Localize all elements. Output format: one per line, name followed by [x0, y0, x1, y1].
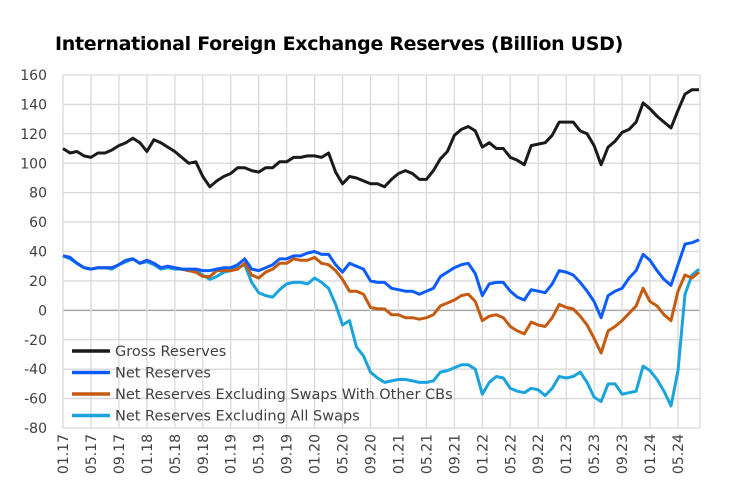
x-tick-label: 05.21	[419, 434, 435, 474]
chart-title: International Foreign Exchange Reserves …	[55, 33, 624, 55]
x-tick-label: 09.19	[280, 434, 296, 474]
series-lines	[62, 88, 700, 408]
y-tick-label: 80	[29, 186, 47, 202]
x-tick-label: 01.23	[559, 434, 575, 474]
y-axis-tick-labels: 160 140 120 100 80 60 40 20 0 -20 -40 -60 -80	[20, 68, 47, 437]
y-tick-label: 20	[29, 274, 47, 290]
x-tick-label: 09.23	[615, 434, 631, 474]
y-tick-label: -60	[24, 392, 47, 408]
x-tick-label: 01.17	[56, 434, 72, 474]
legend-item: Net Reserves	[72, 366, 211, 382]
legend-label: Gross Reserves	[115, 344, 226, 360]
legend-item: Net Reserves Excluding Swaps With Other …	[72, 387, 453, 403]
legend-label: Net Reserves Excluding All Swaps	[115, 409, 360, 425]
legend-label: Net Reserves Excluding Swaps With Other …	[115, 387, 453, 403]
legend: Gross Reserves Net Reserves Net Reserves E…	[72, 344, 453, 425]
x-tick-label: 09.21	[447, 434, 463, 474]
x-tick-label: 05.23	[587, 434, 603, 474]
x-tick-label: 05.17	[84, 434, 100, 474]
y-tick-label: 100	[20, 156, 47, 172]
x-tick-label: 01.22	[475, 434, 491, 474]
legend-item: Net Reserves Excluding All Swaps	[72, 409, 360, 425]
series-line-2	[62, 254, 700, 355]
x-tick-label: 05.24	[671, 434, 687, 474]
y-tick-label: 160	[20, 68, 47, 84]
x-tick-label: 05.20	[336, 434, 352, 474]
y-tick-label: 40	[29, 245, 47, 261]
x-tick-label: 01.24	[643, 434, 659, 474]
x-tick-label: 09.18	[196, 434, 212, 474]
x-tick-label: 09.17	[112, 434, 128, 474]
y-tick-label: -80	[24, 421, 47, 437]
x-tick-label: 01.21	[391, 434, 407, 474]
x-axis-tick-labels: 01.17 05.17 09.17 01.18 05.18 09.18 01.19 05.19…	[56, 434, 687, 474]
series-line-1	[62, 238, 700, 320]
y-tick-label: -40	[24, 362, 47, 378]
series-line-0	[62, 88, 699, 189]
x-tick-label: 05.18	[168, 434, 184, 474]
y-tick-label: 0	[38, 303, 47, 319]
y-tick-label: 120	[20, 127, 47, 143]
series-line-3	[62, 254, 700, 408]
x-tick-label: 01.19	[224, 434, 240, 474]
y-tick-label: -20	[24, 333, 47, 349]
x-tick-label: 01.18	[140, 434, 156, 474]
legend-item: Gross Reserves	[72, 344, 226, 360]
y-tick-label: 60	[29, 215, 47, 231]
x-tick-label: 09.20	[364, 434, 380, 474]
x-tick-label: 05.22	[503, 434, 519, 474]
x-tick-label: 05.19	[252, 434, 268, 474]
x-tick-label: 01.20	[308, 434, 324, 474]
x-tick-label: 09.22	[531, 434, 547, 474]
y-tick-label: 140	[20, 97, 47, 113]
legend-label: Net Reserves	[115, 366, 211, 382]
